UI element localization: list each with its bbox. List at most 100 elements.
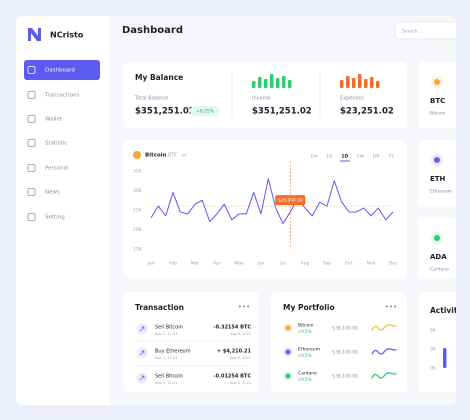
income-bar (276, 78, 280, 88)
expense-bar (376, 81, 380, 88)
period-tab[interactable]: 1m (310, 154, 317, 160)
total-label: Total Balance (134, 96, 168, 102)
income-value: $351,251.02 (252, 107, 312, 117)
tx-meta: Nov 1, 11:01 (155, 381, 177, 385)
expense-bar (352, 78, 356, 88)
x-tick-label: Oct (345, 261, 353, 267)
search-placeholder[interactable]: Search... (402, 29, 422, 35)
portfolio-coin-inner (285, 373, 291, 379)
x-tick-label: Jun (256, 261, 264, 267)
transaction-title: Transaction (135, 303, 184, 312)
x-tick-label: Apr (213, 261, 221, 267)
transaction-card (123, 292, 259, 392)
nav-item[interactable]: Wallet (45, 117, 63, 123)
tx-date: Aug 8, 2021 (230, 332, 251, 336)
change-value: +0.25% (196, 109, 215, 115)
nav-icon (27, 188, 36, 196)
income-bar (288, 80, 292, 88)
expense-bar (346, 76, 350, 88)
y-tick-label: 35K (133, 169, 143, 175)
nav-item[interactable]: News (45, 190, 60, 196)
activity-title: Activity (430, 306, 462, 315)
portfolio-name: Ethereum (298, 347, 320, 353)
coin-icon-inner (434, 235, 440, 241)
tooltip-label: $26,000.00 (278, 198, 303, 204)
activity-bar (443, 348, 447, 368)
tx-arrow (139, 350, 145, 356)
activity-tick: 6K (430, 328, 437, 334)
x-tick-label: May (234, 261, 244, 267)
period-tab[interactable]: 1D (341, 154, 348, 160)
portfolio-value: $36,100.00 (332, 350, 358, 356)
portfolio-value: $36,100.00 (332, 326, 358, 332)
logo-icon (28, 28, 41, 41)
x-tick-label: Jan (147, 261, 155, 267)
portfolio-sparkline (371, 324, 397, 331)
total-value: $351,251.02 (135, 107, 195, 117)
more-icon[interactable]: ••• (385, 303, 397, 311)
change-pill (190, 106, 220, 116)
period-tab[interactable]: 1W (357, 154, 365, 160)
x-tick-label: Nov (367, 261, 376, 267)
coin-card (418, 218, 456, 278)
tx-date: Aug 8, 2021 (230, 381, 251, 385)
more-icon[interactable]: ••• (238, 303, 250, 311)
page-title: Dashboard (122, 25, 183, 36)
app: NCristo Dashboard Transactions Wallet Statis… (16, 16, 465, 405)
nav-active-bg[interactable] (24, 60, 100, 80)
tx-amount: -0.32154 BTC (214, 325, 252, 331)
y-tick-label: 20K (133, 227, 143, 233)
income-label: Income (252, 96, 270, 102)
nav-item[interactable]: Statistic (45, 141, 67, 147)
portfolio-value: $36,100.00 (332, 374, 358, 380)
nav-item[interactable]: Dashboard (45, 68, 75, 74)
tx-amount: + $4,210.21 (217, 349, 252, 355)
portfolio-coin-inner (285, 325, 291, 331)
coin-name: Ethereum (430, 189, 452, 195)
period-tab[interactable]: 1Y (388, 154, 394, 160)
expense-bar (358, 74, 362, 88)
coin-symbol: BTC (430, 97, 445, 105)
portfolio-change: +0.5% (298, 377, 312, 382)
sidebar (16, 16, 110, 405)
portfolio-name: Cardano (298, 371, 317, 377)
chart-subtitle: BTC (168, 153, 178, 159)
period-tab[interactable]: 1M (372, 154, 379, 160)
tx-arrow (139, 375, 145, 381)
dropdown-chevron[interactable] (181, 153, 187, 157)
activity-tick: 0K (430, 366, 437, 372)
search-box[interactable] (394, 21, 465, 40)
income-bar (258, 77, 262, 88)
tx-title: Buy Ethereum (155, 349, 191, 355)
portfolio-title: My Portfolio (283, 303, 335, 312)
nav-item[interactable]: Transactions (44, 93, 79, 99)
activity-tick: 3K (430, 347, 437, 353)
nav-icon (27, 91, 36, 99)
portfolio-change: +0.5% (298, 353, 312, 358)
nav-item[interactable]: Setting (45, 215, 65, 221)
x-tick-label: Feb (169, 261, 177, 267)
coin-symbol: ETH (430, 175, 446, 183)
portfolio-sparkline (371, 348, 397, 355)
coin-name: Bitcoin (430, 111, 446, 117)
income-bar (252, 81, 256, 88)
x-tick-label: Sep (323, 261, 332, 267)
nav-icon (27, 139, 36, 147)
period-tab[interactable]: 1H (326, 154, 332, 160)
portfolio-name: Bitcoin (298, 323, 314, 329)
tx-date: Aug 8, 2021 (230, 356, 251, 360)
portfolio-sparkline (371, 372, 397, 379)
coin-icon-inner (434, 157, 440, 163)
coin-icon-inner (434, 79, 440, 85)
nav-icon (27, 213, 36, 221)
price-line (150, 178, 394, 225)
tx-meta: Nov 1, 11:01 (155, 356, 177, 360)
nav-icon (27, 66, 36, 74)
coin-symbol: ADA (430, 253, 447, 261)
chart-coin-icon (133, 151, 141, 159)
chart-card (123, 140, 407, 278)
portfolio-coin-inner (285, 349, 291, 355)
nav-item[interactable]: Personal (45, 166, 69, 172)
expense-bar (370, 77, 374, 88)
